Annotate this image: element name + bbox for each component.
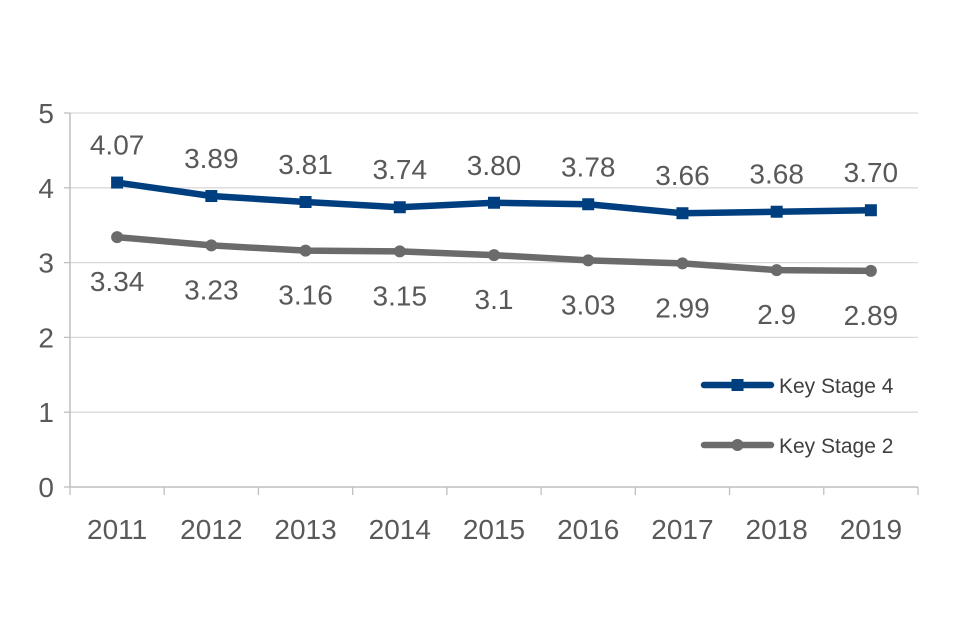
data-point (676, 257, 689, 270)
data-label: 3.15 (373, 280, 428, 311)
data-label: 3.16 (278, 280, 333, 311)
x-tick-label: 2016 (557, 514, 619, 545)
data-label: 2.99 (655, 292, 710, 323)
data-point (393, 201, 406, 214)
data-label: 3.89 (184, 143, 239, 174)
legend-label: Key Stage 2 (779, 435, 893, 458)
data-point (488, 249, 500, 262)
data-point (582, 198, 595, 211)
data-point (205, 239, 218, 252)
data-label: 3.70 (844, 157, 899, 188)
data-label: 2.89 (844, 300, 899, 331)
data-point (864, 204, 877, 217)
data-label: 3.78 (561, 151, 616, 182)
y-tick-label: 2 (38, 322, 54, 353)
y-tick-label: 1 (38, 397, 54, 428)
data-label: 3.1 (475, 284, 514, 315)
data-point (299, 196, 312, 209)
x-tick-label: 2017 (651, 514, 713, 545)
gridlines (70, 112, 918, 413)
data-label: 3.68 (749, 159, 804, 190)
data-point (488, 196, 500, 209)
data-point (393, 245, 406, 258)
data-point (299, 244, 312, 257)
data-point (864, 264, 877, 277)
y-tick-label: 3 (38, 248, 54, 279)
legend-marker (731, 379, 744, 391)
data-point (111, 231, 124, 244)
data-label: 3.66 (655, 160, 710, 191)
series-key-stage-4 (111, 176, 877, 220)
y-tick-label: 5 (38, 98, 54, 129)
series-lines (111, 176, 877, 277)
data-point (770, 264, 783, 277)
legend-marker (731, 439, 744, 451)
data-label: 3.74 (373, 154, 428, 185)
x-tick-label: 2012 (180, 514, 242, 545)
data-label: 3.23 (184, 274, 239, 305)
data-label: 4.07 (90, 130, 145, 161)
data-point (205, 190, 218, 203)
data-label: 2.9 (757, 299, 796, 330)
x-tick-label: 2014 (369, 514, 431, 545)
legend: Key Stage 4 Key Stage 2 (700, 375, 894, 458)
legend-item: Key Stage 4 (700, 375, 894, 398)
data-label: 3.81 (278, 149, 333, 180)
data-point (111, 176, 124, 189)
data-label: 3.80 (467, 150, 522, 181)
legend-label: Key Stage 4 (779, 375, 894, 398)
x-tick-label: 2015 (463, 514, 525, 545)
y-tick-label: 4 (38, 173, 54, 204)
data-labels: 4.07 3.89 3.81 3.74 3.80 3.78 3.66 3.68 3.70 3.34… (90, 130, 898, 331)
legend-item: Key Stage 2 (700, 435, 893, 458)
x-tick-label: 2013 (274, 514, 336, 545)
data-point (582, 254, 595, 267)
x-tick-label: 2011 (87, 514, 147, 545)
axes: 0 1 2 3 4 5 2011 2012 2013 2014 2015 2016 2017 2018 20… (38, 98, 919, 545)
data-label: 3.34 (90, 266, 145, 297)
y-tick-label: 0 (38, 472, 54, 503)
data-point (676, 207, 689, 220)
x-tick-label: 2019 (840, 514, 902, 545)
data-label: 3.03 (561, 289, 616, 320)
series-key-stage-2 (111, 231, 877, 277)
x-tick-label: 2018 (746, 514, 808, 545)
data-point (770, 205, 783, 218)
